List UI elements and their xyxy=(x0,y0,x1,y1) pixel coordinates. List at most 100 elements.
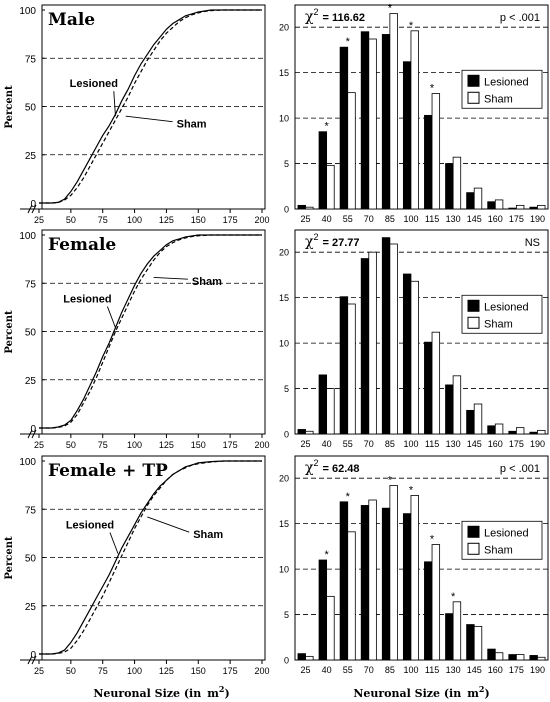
legend-swatch-sham xyxy=(467,91,480,104)
bar-lesioned xyxy=(339,46,349,210)
cdf-x-tick-label: 75 xyxy=(98,215,108,225)
bar-sham xyxy=(515,204,525,210)
cdf-panel-2: 0 25 50 75 100 25 50 75 100 125 150 175 200 Female Per… xyxy=(4,229,270,450)
bar-sham xyxy=(494,199,504,210)
hist-y-tick-label: 20 xyxy=(279,23,289,33)
hist-y-tick-label: 10 xyxy=(279,565,289,575)
cdf-frame xyxy=(41,455,266,661)
cdf-x-tick-label: 25 xyxy=(34,666,44,676)
bar-lesioned xyxy=(508,207,517,210)
cdf-x-tick-label: 200 xyxy=(254,215,269,225)
cdf-curve-sham xyxy=(39,234,262,429)
cdf-x-tick-label: 25 xyxy=(34,440,44,450)
cdf-y-tick-label: 0 xyxy=(30,650,36,661)
cdf-curve-lesioned xyxy=(39,234,262,429)
hist-y-tick-label: 10 xyxy=(279,114,289,124)
bar-sham xyxy=(452,156,462,210)
bar-sham xyxy=(431,93,441,210)
bar-lesioned xyxy=(297,429,306,435)
cdf-y-tick-label: 50 xyxy=(25,328,37,339)
cdf-y-tick-label: 25 xyxy=(25,376,37,387)
bar-lesioned xyxy=(402,61,412,210)
x-axis-label: Neuronal Size (in m2) xyxy=(93,684,229,700)
hist-x-tick-label: 85 xyxy=(385,214,395,224)
chi-square-label: χ2 = 27.77 xyxy=(305,232,360,250)
bar-lesioned xyxy=(466,624,475,661)
legend-swatch-sham xyxy=(467,542,480,555)
significance-label: p < .001 xyxy=(500,463,540,475)
cdf-y-tick-label: 75 xyxy=(25,54,37,65)
bar-lesioned xyxy=(402,513,412,661)
bar-lesioned xyxy=(487,648,496,661)
hist-x-tick-label: 160 xyxy=(488,665,503,675)
bar-lesioned xyxy=(339,296,349,435)
cdf-annotation-sham: Sham xyxy=(193,529,223,541)
bar-lesioned xyxy=(487,425,496,435)
bar-lesioned xyxy=(360,258,370,435)
hist-x-tick-label: 100 xyxy=(403,214,418,224)
hist-x-tick-label: 55 xyxy=(343,665,353,675)
histogram-panel-2: 0 5 10 15 20 25 40 55 70 85 100 115 130 145 160 175 190 χ… xyxy=(279,229,549,449)
legend-label-sham: Sham xyxy=(484,544,513,556)
hist-x-tick-label: 55 xyxy=(343,214,353,224)
bar-lesioned xyxy=(508,654,517,661)
x-axis-label-right: Neuronal Size (in m2) xyxy=(353,684,489,700)
bar-sham xyxy=(347,92,356,210)
hist-x-tick-label: 25 xyxy=(301,665,311,675)
hist-x-tick-label: 160 xyxy=(488,214,503,224)
bar-sham xyxy=(431,544,441,661)
bar-sham xyxy=(410,495,419,661)
hist-x-tick-label: 160 xyxy=(488,439,503,449)
cdf-annotation-leader xyxy=(107,306,116,328)
bar-lesioned xyxy=(381,237,391,435)
cdf-x-tick-label: 75 xyxy=(98,440,108,450)
hist-frame xyxy=(294,229,549,435)
bar-lesioned xyxy=(424,341,433,435)
legend-swatch-lesioned xyxy=(467,74,480,87)
cdf-x-tick-label: 175 xyxy=(223,215,238,225)
hist-x-tick-label: 40 xyxy=(322,665,332,675)
chi-symbol: χ xyxy=(305,234,314,250)
cdf-panel-3: 0 25 50 75 100 25 50 75 100 125 150 175 200 Female + … xyxy=(4,455,270,700)
bar-sham xyxy=(410,280,419,435)
hist-x-tick-label: 175 xyxy=(509,439,524,449)
bar-sham xyxy=(431,331,441,435)
hist-x-tick-label: 130 xyxy=(446,439,461,449)
cdf-annotation-leader xyxy=(153,277,188,280)
bar-sham xyxy=(410,30,419,210)
cdf-x-tick-label: 100 xyxy=(127,215,142,225)
hist-y-tick-label: 5 xyxy=(284,610,289,620)
chi-square-label: χ2 = 62.48 xyxy=(305,458,360,476)
bar-sham xyxy=(452,601,462,661)
cdf-y-tick-label: 50 xyxy=(25,554,37,565)
hist-y-tick-label: 5 xyxy=(284,384,289,394)
bar-sham xyxy=(473,625,483,661)
bar-sham xyxy=(537,429,546,435)
hist-x-tick-label: 100 xyxy=(403,665,418,675)
cdf-y-tick-label: 100 xyxy=(19,6,36,17)
cdf-y-tick-label: 25 xyxy=(25,151,37,162)
hist-x-tick-label: 145 xyxy=(467,439,482,449)
cdf-x-tick-label: 100 xyxy=(127,440,142,450)
significance-star: * xyxy=(430,83,435,95)
bar-sham xyxy=(515,427,525,435)
bar-lesioned xyxy=(529,431,538,435)
significance-label: NS xyxy=(525,237,540,249)
hist-x-tick-label: 115 xyxy=(425,439,439,449)
significance-star: * xyxy=(346,36,351,48)
chi-sup: 2 xyxy=(313,458,318,468)
x-axis-label-sup: 2 xyxy=(479,684,485,694)
hist-y-tick-label: 0 xyxy=(284,656,289,666)
cdf-x-tick-label: 50 xyxy=(66,440,76,450)
cdf-panel-1: 0 25 50 75 100 25 50 75 100 125 150 175 200 Male Perce… xyxy=(4,4,270,225)
cdf-y-tick-label: 0 xyxy=(30,199,36,210)
hist-x-tick-label: 40 xyxy=(322,214,332,224)
cdf-y-tick-label: 75 xyxy=(25,505,37,516)
chi-sup: 2 xyxy=(313,7,318,17)
bar-sham xyxy=(389,13,398,210)
histogram-panel-3: 0 5 10 15 20 25 40 * 55 * 70 85 * 100 * 115 * 130 * 145 160 1… xyxy=(279,455,549,700)
bar-lesioned xyxy=(297,653,306,661)
bar-lesioned xyxy=(445,384,454,435)
bar-sham xyxy=(515,654,525,661)
